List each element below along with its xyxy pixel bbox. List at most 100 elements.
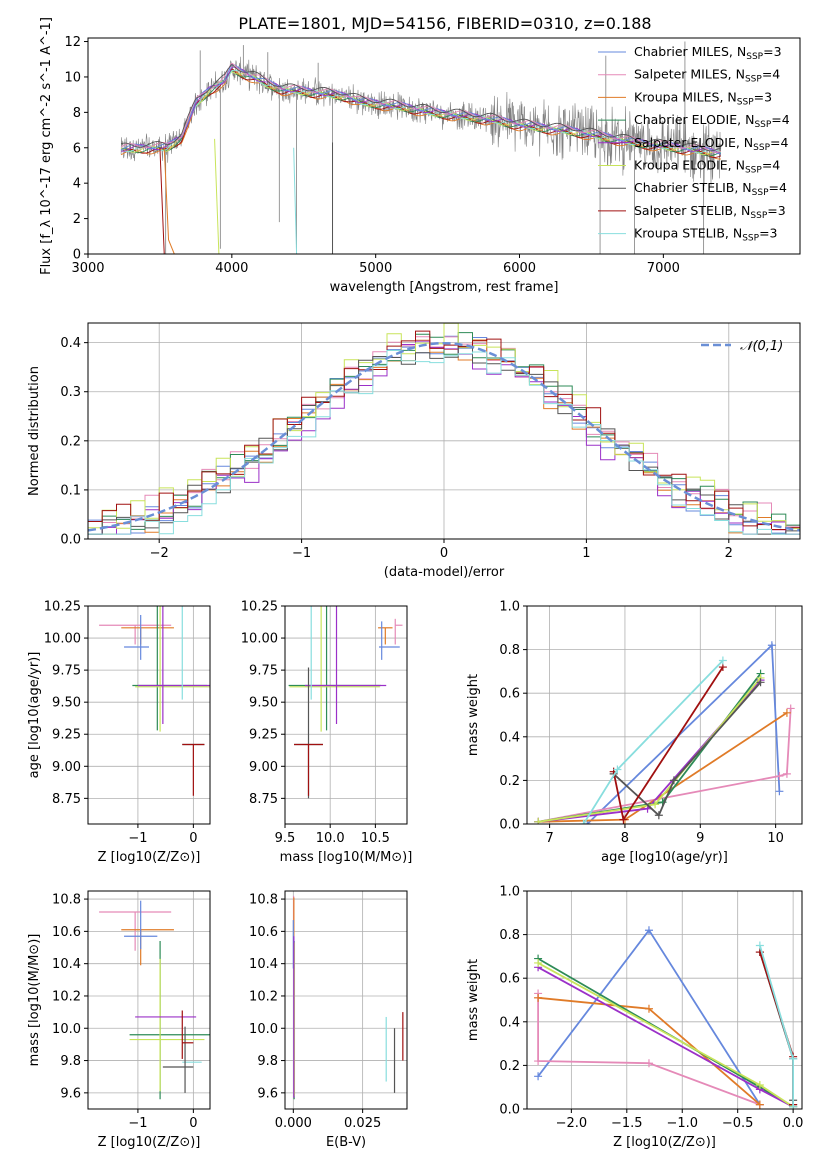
panel-residuals: −2 −1 0 1 2 0.0 0.1 0.2 0.3 0.4 (data-model)/error… <box>27 322 801 580</box>
errorbar-chabrier_stelib <box>162 1026 194 1093</box>
weight-marker-salpeter_miles <box>786 704 795 713</box>
legend-entry: Kroupa ELODIE, NSSP=4 <box>634 158 780 176</box>
x-tick-label: 0 <box>440 546 448 561</box>
y-axis-label: Flux [f_λ 10^-17 erg cm^-2 s^-1 A^-1] <box>39 17 54 275</box>
errorbar-kroupa_miles <box>121 627 174 645</box>
legend-entry: Kroupa MILES, NSSP=3 <box>634 89 772 107</box>
histogram-kroupa_stelib <box>88 350 800 535</box>
model-drop-kroupa_stelib <box>293 147 298 254</box>
y-tick-label: 10.2 <box>249 989 278 1004</box>
y-tick-label: 10.25 <box>44 600 81 615</box>
y-axis-label: mass [log10(M/M⊙)] <box>27 934 42 1067</box>
model-drop-kroupa_miles <box>163 147 175 254</box>
y-tick-label: 1.0 <box>499 885 520 900</box>
legend-entry: Salpeter STELIB, NSSP=3 <box>634 203 786 221</box>
y-tick-label: 10.6 <box>52 925 81 940</box>
x-tick-label: 10.5 <box>361 831 390 846</box>
model-drop-kroupa_elodie <box>214 138 220 254</box>
model-line-kroupa_miles <box>120 68 721 160</box>
weight-marker-kroupa_miles <box>755 1100 764 1109</box>
y-tick-label: 0.4 <box>499 1015 520 1030</box>
y-tick-label: 0.8 <box>499 643 520 658</box>
y-tick-label: 0.8 <box>499 928 520 943</box>
errorbar-salpeter_miles <box>394 618 403 645</box>
errorbar-salpeter_elodie <box>304 606 387 724</box>
y-tick-label: 10.0 <box>249 1022 278 1037</box>
y-tick-label: 0.2 <box>499 1059 520 1074</box>
plot-area <box>288 606 403 799</box>
weight-marker-chabrier_stelib <box>654 811 663 820</box>
histogram-salpeter_stelib <box>88 330 800 530</box>
y-tick-label: 10.00 <box>44 632 81 647</box>
y-axis-label: mass weight <box>466 674 481 756</box>
x-tick-label: −1 <box>128 1116 147 1131</box>
errorbar-kroupa_miles <box>121 929 174 966</box>
axes-frame <box>526 605 803 825</box>
x-tick-label: −1 <box>292 546 311 561</box>
y-tick-label: 0.4 <box>60 336 81 351</box>
y-tick-label: 10.00 <box>241 632 278 647</box>
x-tick-label: 10 <box>767 831 784 846</box>
y-tick-label: 0.0 <box>60 533 81 548</box>
y-tick-label: 9.8 <box>60 1054 81 1069</box>
y-tick-label: 8.75 <box>249 792 278 807</box>
panel-spectrum: 3000 4000 5000 6000 7000 0 2 4 6 8 10 12 wavelength … <box>39 17 801 295</box>
x-axis-label: Z [log10(Z/Z⊙)] <box>98 850 201 865</box>
errorbar-kroupa_elodie <box>289 606 380 732</box>
plot-area <box>120 41 722 254</box>
weight-marker-kroupa_stelib <box>755 941 764 950</box>
y-tick-label: 10.2 <box>52 989 81 1004</box>
legend-entry: Salpeter ELODIE, NSSP=4 <box>634 135 789 153</box>
weight-line-chabrier_stelib <box>759 951 794 1105</box>
errorbar-chabrier_elodie <box>129 941 210 1100</box>
x-tick-label: −1 <box>128 831 147 846</box>
x-axis-label: E(B-V) <box>326 1135 366 1150</box>
x-tick-label: 0.0 <box>783 1116 804 1131</box>
weight-marker-chabrier_miles <box>534 1072 543 1081</box>
y-tick-label: 10.4 <box>52 957 81 972</box>
axes-frame <box>87 605 211 825</box>
y-tick-label: 0.2 <box>499 774 520 789</box>
model-line-chabrier_stelib <box>120 64 722 152</box>
y-tick-label: 0.1 <box>60 483 81 498</box>
x-tick-label: −2 <box>150 546 169 561</box>
y-tick-label: 10.25 <box>241 600 278 615</box>
errorbar-kroupa_miles <box>378 627 393 645</box>
weight-line-salpeter_elodie <box>537 966 794 1108</box>
errorbar-chabrier_miles <box>124 900 158 950</box>
y-tick-label: 0.6 <box>499 972 520 987</box>
y-axis-label: mass weight <box>466 959 481 1041</box>
axes-frame <box>284 890 408 1110</box>
y-tick-label: 0.3 <box>60 385 81 400</box>
y-tick-label: 1.0 <box>499 600 520 615</box>
x-axis-label: mass [log10(M/M⊙)] <box>280 850 413 865</box>
weight-marker-chabrier_miles <box>644 926 653 935</box>
errorbar-salpeter_stelib <box>182 743 205 796</box>
weight-marker-salpeter_miles <box>644 1059 653 1068</box>
errorbar-chabrier_miles <box>378 621 400 660</box>
x-axis-label: wavelength [Angstrom, rest frame] <box>330 280 559 295</box>
x-axis-label: (data-model)/error <box>384 565 505 580</box>
x-tick-label: 9 <box>696 831 704 846</box>
errorbar-salpeter_stelib <box>294 743 323 796</box>
legend-entry: Chabrier MILES, NSSP=3 <box>634 44 782 62</box>
errorbar-salpeter_miles <box>99 911 172 951</box>
axes-frame <box>87 890 211 1110</box>
x-axis-label: Z [log10(Z/Z⊙)] <box>613 1135 716 1150</box>
x-tick-label: −1.5 <box>611 1116 643 1131</box>
weight-marker-salpeter_miles <box>775 772 784 781</box>
model-line-chabrier_miles <box>120 63 721 155</box>
errorbar-chabrier_elodie <box>132 606 208 731</box>
y-tick-label: 10.6 <box>249 925 278 940</box>
y-tick-label: 9.00 <box>52 760 81 775</box>
weight-marker-chabrier_stelib <box>669 776 678 785</box>
weight-marker-chabrier_miles <box>775 787 784 796</box>
y-tick-label: 0.0 <box>499 818 520 833</box>
weight-line-salpeter_stelib <box>759 951 794 1105</box>
plot-area <box>292 895 404 1100</box>
x-tick-label: −2.0 <box>556 1116 588 1131</box>
x-tick-label: 8 <box>621 831 629 846</box>
errorbar-chabrier_miles <box>124 614 149 660</box>
weight-marker-chabrier_miles <box>767 641 776 650</box>
